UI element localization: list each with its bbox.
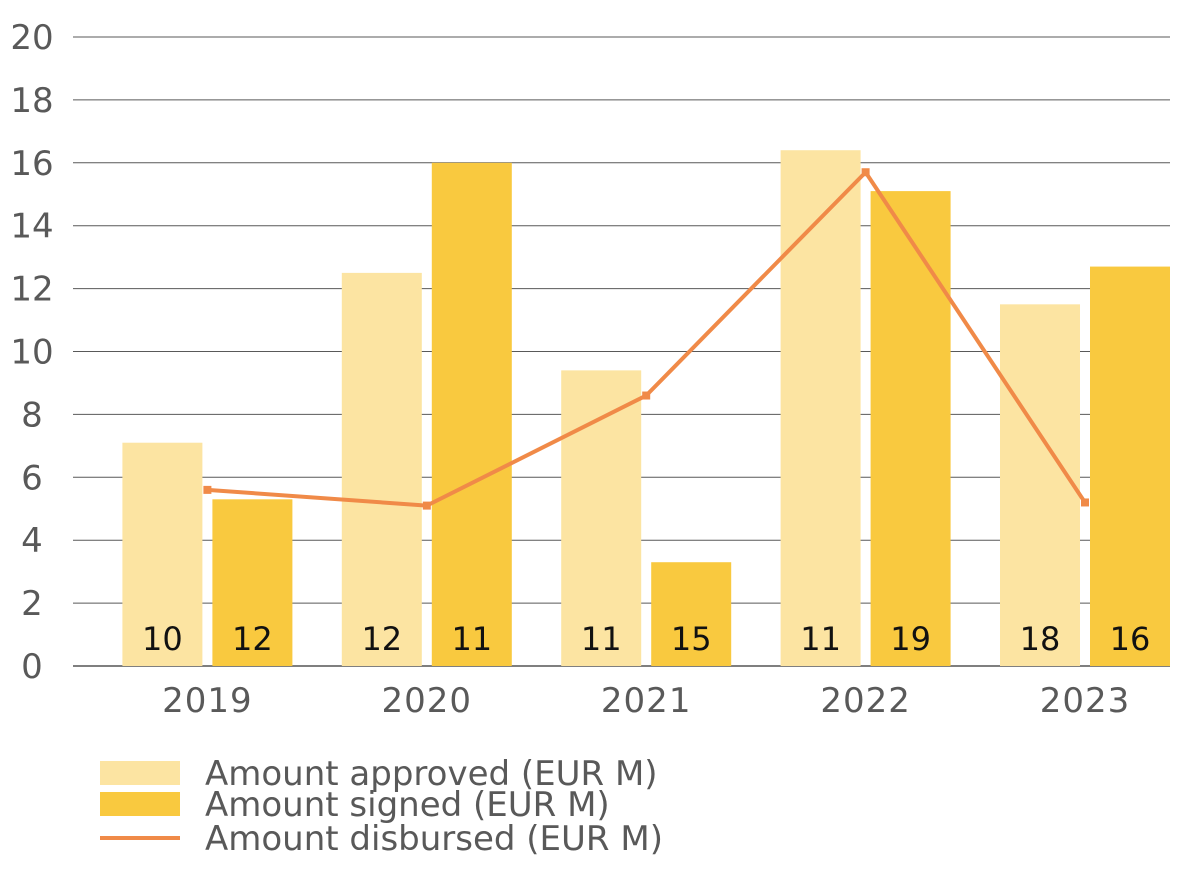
bar-count-labels: 10 12 12 11 11 15 11 19 18 16 [142, 620, 1150, 658]
disbursed-point [861, 168, 870, 177]
legend-swatch-signed [100, 792, 180, 816]
bar-label-approved: 18 [1020, 620, 1061, 658]
bar-signed [1090, 266, 1170, 666]
x-axis-ticks: 2019 2020 2021 2022 2023 [162, 681, 1131, 721]
bar-approved [1000, 304, 1080, 666]
bar-label-signed: 12 [232, 620, 273, 658]
x-tick-label: 2019 [162, 681, 253, 721]
legend-swatch-approved [100, 761, 180, 785]
bar-label-approved: 12 [361, 620, 402, 658]
x-tick-label: 2023 [1040, 681, 1131, 721]
y-tick-label: 2 [21, 584, 43, 624]
y-tick-label: 18 [10, 81, 53, 121]
bar-approved [122, 442, 203, 666]
bar-signed [651, 562, 732, 666]
y-tick-label: 20 [10, 18, 53, 58]
bar-label-approved: 10 [142, 620, 183, 658]
y-tick-label: 10 [10, 333, 53, 373]
bar-signed [212, 499, 293, 666]
x-tick-label: 2021 [601, 681, 692, 721]
bar-label-approved: 11 [581, 620, 622, 658]
legend-label: Amount signed (EUR M) [205, 785, 610, 825]
disbursed-line [203, 168, 1089, 510]
y-tick-label: 14 [10, 207, 53, 247]
bar-label-signed: 15 [671, 620, 712, 658]
bar-label-approved: 11 [800, 620, 841, 658]
bar-signed [870, 191, 951, 667]
y-tick-label: 4 [21, 521, 43, 561]
y-tick-label: 16 [10, 144, 53, 184]
x-tick-label: 2022 [820, 681, 911, 721]
disbursed-point [422, 501, 431, 510]
bar-label-signed: 11 [451, 620, 492, 658]
x-tick-label: 2020 [382, 681, 473, 721]
disbursed-point [1081, 498, 1089, 507]
y-tick-label: 8 [21, 395, 43, 435]
legend-label: Amount disbursed (EUR M) [205, 819, 663, 859]
y-axis-ticks: 0 2 4 6 8 10 12 14 16 18 20 [10, 18, 53, 687]
y-tick-label: 12 [10, 270, 53, 310]
bar-label-signed: 19 [890, 620, 931, 658]
disbursed-line-path [207, 170, 1087, 508]
y-tick-label: 0 [21, 647, 43, 687]
bar-approved [780, 150, 861, 667]
disbursed-point [642, 391, 651, 400]
legend: Amount approved (EUR M)Amount signed (EU… [100, 754, 663, 859]
disbursed-point [203, 485, 212, 494]
bar-label-signed: 16 [1110, 620, 1151, 658]
bars [122, 150, 1170, 667]
bar-signed [431, 162, 512, 667]
y-tick-label: 6 [21, 458, 43, 498]
bar-approved [341, 272, 422, 666]
legend-label: Amount approved (EUR M) [205, 754, 658, 794]
